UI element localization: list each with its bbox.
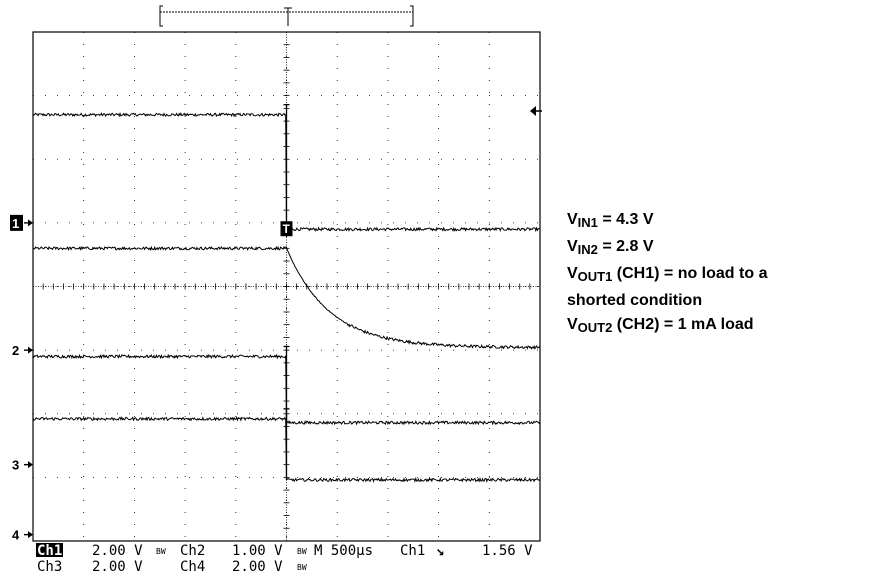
trigger-marker: T bbox=[280, 221, 293, 237]
trace-ch2 bbox=[32, 245, 541, 351]
vin1-note: VIN1 = 4.3 V bbox=[567, 211, 654, 230]
ch4-scale: 2.00 V bbox=[232, 559, 283, 575]
ch3-label: Ch3 bbox=[37, 559, 62, 575]
vout1-note: VOUT1 (CH1) = no load to a bbox=[567, 265, 768, 284]
bw-limit-icon: BW bbox=[156, 547, 166, 556]
ground-arrow-icon bbox=[28, 346, 33, 354]
trigger-marker-box bbox=[280, 221, 293, 237]
ch4-marker-label: 4 bbox=[12, 528, 20, 543]
trigger-level-arrow-icon bbox=[530, 106, 542, 116]
ch4-ground-marker: 4 bbox=[12, 528, 33, 543]
ground-arrow-icon bbox=[28, 531, 33, 539]
vout2-note: VOUT2 (CH2) = 1 mA load bbox=[567, 316, 754, 335]
test-conditions: VIN1 = 4.3 V VIN2 = 2.8 V VOUT1 (CH1) = … bbox=[567, 208, 767, 340]
ch3-ground-marker: 3 bbox=[12, 458, 33, 473]
ch1-label: Ch1 bbox=[37, 543, 62, 559]
trace-layer bbox=[32, 104, 541, 483]
trigger-level-label: 1.56 V bbox=[482, 543, 533, 559]
ch3-scale: 2.00 V bbox=[92, 559, 143, 575]
falling-edge-icon: ↘ bbox=[436, 543, 444, 559]
ch1-marker-highlight bbox=[10, 214, 23, 231]
ch2-marker-label: 2 bbox=[12, 343, 19, 358]
graticule bbox=[32, 31, 541, 542]
ground-arrow-icon bbox=[28, 219, 33, 227]
trigger-source-label: Ch1 bbox=[400, 543, 425, 559]
ch1-marker-label: 1 bbox=[12, 216, 19, 231]
vout1-note-continued: shorted condition bbox=[567, 292, 703, 309]
bw-limit-icon: BW bbox=[297, 563, 307, 572]
record-bracket bbox=[159, 5, 414, 27]
ch1-label-highlight bbox=[36, 543, 63, 557]
ch1-ground-marker: 1 bbox=[10, 214, 33, 231]
ch1-scale: 2.00 V bbox=[92, 543, 143, 559]
vin2-note: VIN2 = 2.8 V bbox=[567, 238, 654, 257]
ch2-scale: 1.00 V bbox=[232, 543, 283, 559]
ch2-label: Ch2 bbox=[180, 543, 205, 559]
bw-limit-icon: BW bbox=[297, 547, 307, 556]
marker-layer: 1 2 3 4 T bbox=[10, 214, 293, 543]
ch4-label: Ch4 bbox=[180, 559, 205, 575]
timebase-label: M 500µs bbox=[314, 543, 373, 559]
ch2-ground-marker: 2 bbox=[12, 343, 33, 358]
trigger-marker-label: T bbox=[283, 222, 291, 236]
ch3-marker-label: 3 bbox=[12, 458, 19, 473]
ground-arrow-icon bbox=[28, 461, 33, 469]
status-bar: Ch1 2.00 V BW Ch2 1.00 V BW M 500µs Ch1 … bbox=[36, 543, 533, 575]
